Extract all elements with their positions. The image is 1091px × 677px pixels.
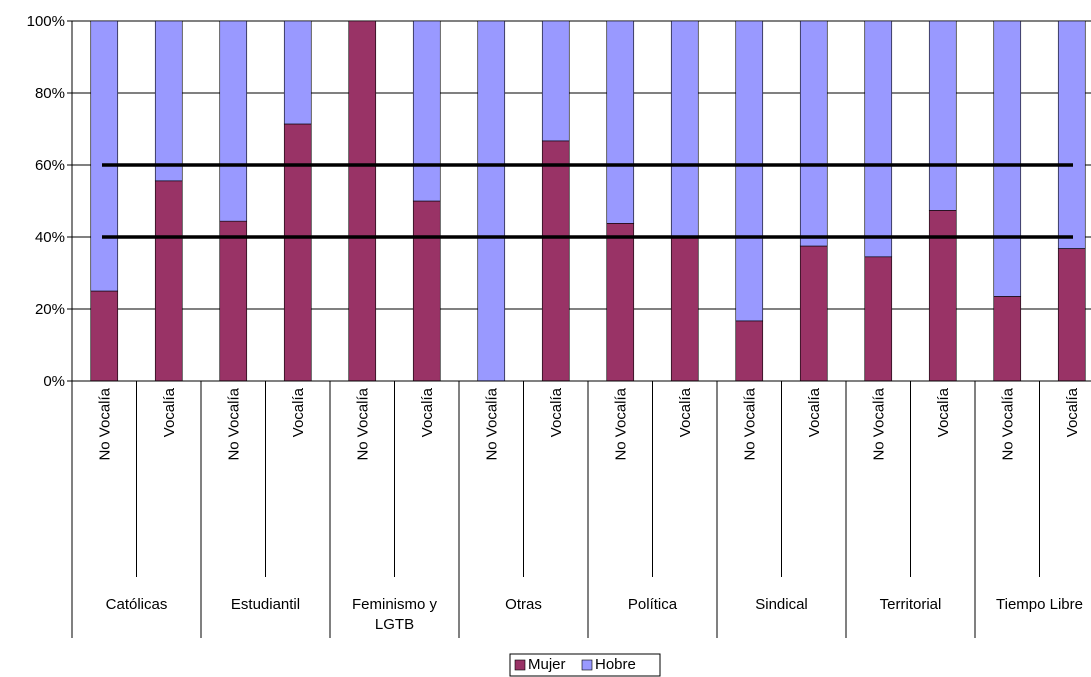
legend-swatch-hobre [581, 659, 593, 671]
y-tick-label: 80% [35, 85, 65, 102]
x-category-label: No Vocalía [612, 387, 629, 460]
x-category-label: Vocalía [161, 387, 178, 437]
x-category-label: Vocalía [806, 387, 823, 437]
bar-segment-mujer [670, 236, 699, 382]
x-group-label: Política [628, 596, 678, 613]
x-category-label: Vocalía [290, 387, 307, 437]
bar-segment-hobre [606, 20, 635, 224]
x-category-label: Vocalía [419, 387, 436, 437]
x-category-label: No Vocalía [483, 387, 500, 460]
bar-segment-hobre [928, 20, 957, 211]
bar-segment-hobre [90, 20, 119, 292]
x-group-label: LGTB [375, 616, 414, 633]
y-tick-label: 20% [35, 301, 65, 318]
bar-segment-mujer [993, 296, 1022, 382]
bar-segment-mujer [1057, 248, 1086, 382]
bar-segment-hobre [541, 20, 570, 142]
x-category-label: Vocalía [548, 387, 565, 437]
bar-segment-mujer [90, 290, 119, 382]
x-category-label: Vocalía [677, 387, 694, 437]
x-category-label: No Vocalía [741, 387, 758, 460]
bar-segment-mujer [864, 256, 893, 382]
x-group-label: Tiempo Libre [996, 596, 1083, 613]
x-group-label: Católicas [106, 596, 168, 613]
bar-segment-hobre [412, 20, 441, 202]
x-category-label: Vocalía [1064, 387, 1081, 437]
bar-segment-mujer [283, 123, 312, 382]
bar-segment-mujer [154, 180, 183, 382]
x-group-label: Estudiantil [231, 596, 300, 613]
bar-segment-mujer [219, 220, 248, 382]
legend-label-hobre: Hobre [595, 656, 636, 673]
x-category-label: No Vocalía [999, 387, 1016, 460]
legend: Mujer Hobre [509, 653, 661, 677]
x-category-labels: No Vocalía Vocalía No Vocalía Vocalía No Voc… [96, 381, 1081, 577]
x-category-label: No Vocalía [870, 387, 887, 460]
x-category-label: No Vocalía [354, 387, 371, 460]
bar-segment-mujer [348, 20, 377, 382]
y-tick-label: 60% [35, 157, 65, 174]
bar-segment-hobre [670, 20, 699, 238]
x-group-labels: Católicas Estudiantil Feminismo y LGTB Otras… [71, 381, 1083, 638]
bar-segment-hobre [219, 20, 248, 222]
x-group-label: Otras [505, 596, 542, 613]
bar-segment-hobre [993, 20, 1022, 297]
y-tick-label: 100% [27, 13, 65, 30]
x-category-label: No Vocalía [96, 387, 113, 460]
legend-label-mujer: Mujer [528, 656, 566, 673]
bar-segment-mujer [799, 245, 828, 382]
bar-segment-hobre [1057, 20, 1086, 249]
bars [90, 20, 1086, 382]
bar-segment-mujer [412, 200, 441, 382]
reference-lines [102, 163, 1073, 239]
y-tick-label: 0% [43, 373, 65, 390]
bar-segment-hobre [477, 20, 506, 382]
bar-segment-hobre [154, 20, 183, 182]
bar-segment-mujer [606, 223, 635, 382]
bar-segment-hobre [283, 20, 312, 125]
axes [67, 20, 1091, 382]
bar-segment-hobre [799, 20, 828, 247]
x-category-label: Vocalía [935, 387, 952, 437]
legend-swatch-mujer [514, 659, 526, 671]
bar-segment-mujer [541, 140, 570, 382]
x-group-label: Sindical [755, 596, 808, 613]
y-tick-labels: 0% 20% 40% 60% 80% 100% [27, 13, 65, 390]
x-group-label: Feminismo y [352, 596, 438, 613]
bar-segment-hobre [735, 20, 764, 322]
bar-segment-mujer [735, 320, 764, 382]
bar-segment-hobre [864, 20, 893, 258]
y-tick-label: 40% [35, 229, 65, 246]
x-group-label: Territorial [880, 596, 942, 613]
x-category-label: No Vocalía [225, 387, 242, 460]
